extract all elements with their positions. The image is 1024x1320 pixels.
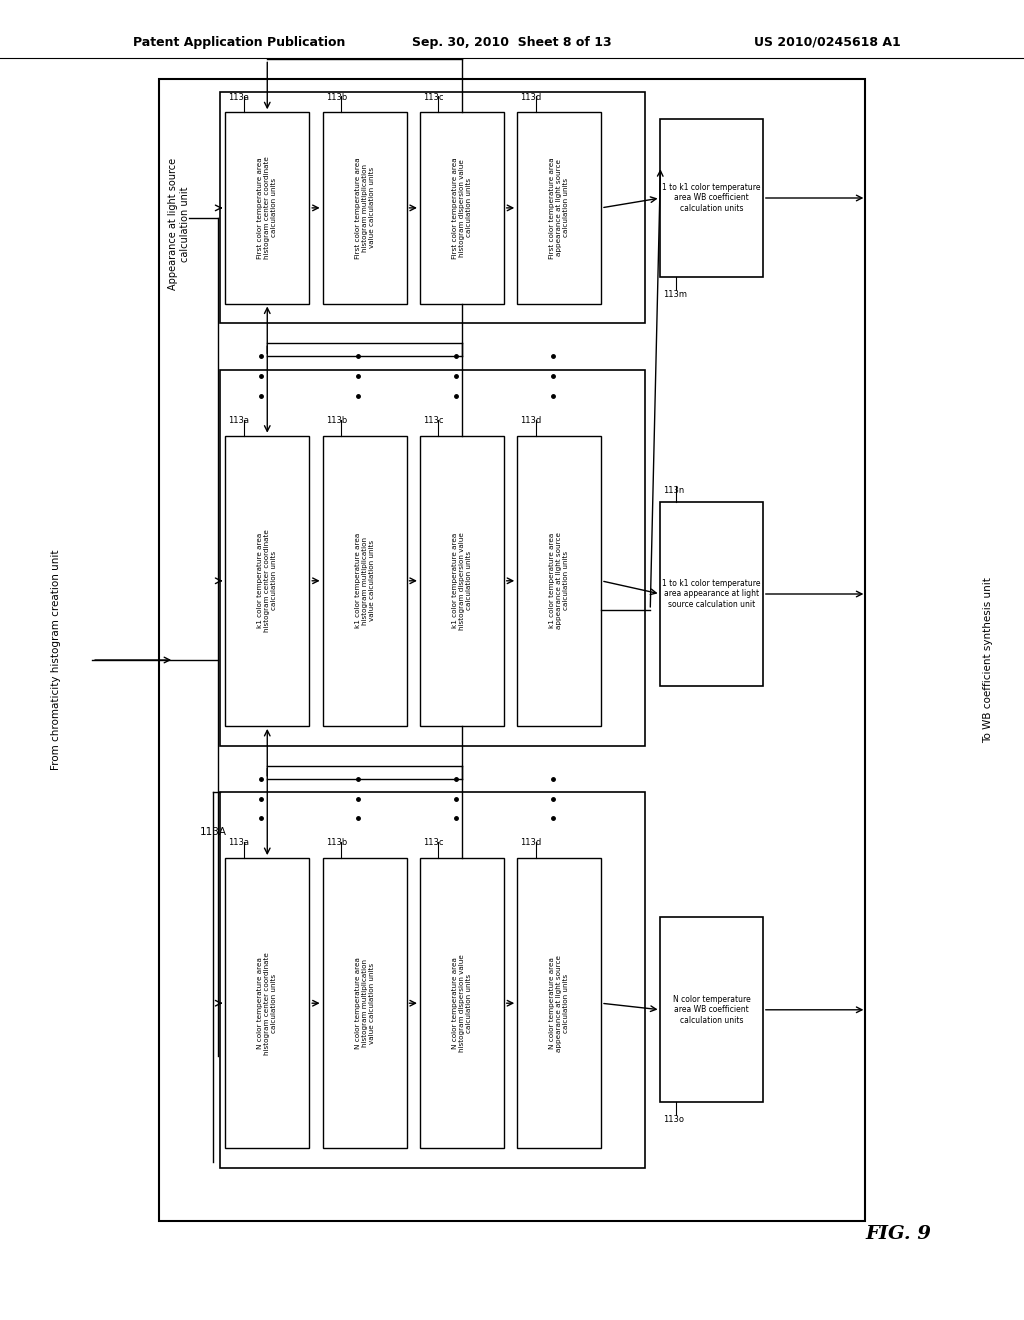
Bar bbox=[420, 112, 504, 304]
Text: Patent Application Publication: Patent Application Publication bbox=[133, 36, 345, 49]
Bar bbox=[220, 792, 645, 1168]
Text: 113c: 113c bbox=[423, 92, 443, 102]
Bar bbox=[517, 436, 601, 726]
Text: N color temperature area
appearance at light source
calculation units: N color temperature area appearance at l… bbox=[549, 954, 569, 1052]
Bar bbox=[323, 858, 407, 1148]
Text: 1 to k1 color temperature
area appearance at light
source calculation unit: 1 to k1 color temperature area appearanc… bbox=[663, 579, 761, 609]
Text: To WB coefficient synthesis unit: To WB coefficient synthesis unit bbox=[983, 577, 993, 743]
Bar bbox=[225, 436, 309, 726]
Text: 113o: 113o bbox=[664, 1115, 685, 1125]
Bar bbox=[225, 858, 309, 1148]
Text: 113a: 113a bbox=[228, 92, 250, 102]
Bar bbox=[159, 79, 865, 1221]
Text: 113n: 113n bbox=[664, 486, 685, 495]
Text: N color temperature area
histogram dispersion value
calculation units: N color temperature area histogram dispe… bbox=[452, 954, 472, 1052]
Text: 113d: 113d bbox=[520, 92, 542, 102]
Text: N color temperature area
histogram center coordinate
calculation units: N color temperature area histogram cente… bbox=[257, 952, 278, 1055]
Text: US 2010/0245618 A1: US 2010/0245618 A1 bbox=[755, 36, 901, 49]
Text: 113c: 113c bbox=[423, 838, 443, 847]
Text: 113d: 113d bbox=[520, 838, 542, 847]
Bar bbox=[220, 370, 645, 746]
Text: k1 color temperature area
appearance at light source
calculation units: k1 color temperature area appearance at … bbox=[549, 532, 569, 630]
Text: FIG. 9: FIG. 9 bbox=[866, 1225, 932, 1243]
Bar bbox=[420, 858, 504, 1148]
Text: N color temperature
area WB coefficient
calculation units: N color temperature area WB coefficient … bbox=[673, 995, 751, 1024]
Text: 113a: 113a bbox=[228, 416, 250, 425]
Text: 113b: 113b bbox=[326, 416, 347, 425]
Text: Sep. 30, 2010  Sheet 8 of 13: Sep. 30, 2010 Sheet 8 of 13 bbox=[413, 36, 611, 49]
Text: First color temperature area
histogram center coordinate
calculation units: First color temperature area histogram c… bbox=[257, 157, 278, 259]
Bar bbox=[517, 112, 601, 304]
Text: From chromaticity histogram creation unit: From chromaticity histogram creation uni… bbox=[51, 549, 61, 771]
Bar bbox=[660, 502, 763, 686]
Text: 113d: 113d bbox=[520, 416, 542, 425]
Text: Appearance at light source
calculation unit: Appearance at light source calculation u… bbox=[168, 158, 190, 290]
Text: 113A: 113A bbox=[200, 826, 226, 837]
Text: 113m: 113m bbox=[664, 290, 687, 300]
Bar bbox=[517, 858, 601, 1148]
Text: 113c: 113c bbox=[423, 416, 443, 425]
Text: 113b: 113b bbox=[326, 92, 347, 102]
Bar bbox=[323, 112, 407, 304]
Text: N color temperature area
histogram multiplication
value calculation units: N color temperature area histogram multi… bbox=[354, 957, 375, 1049]
Bar bbox=[323, 436, 407, 726]
Bar bbox=[220, 92, 645, 323]
Bar bbox=[660, 917, 763, 1102]
Text: First color temperature area
histogram dispersion value
calculation units: First color temperature area histogram d… bbox=[452, 157, 472, 259]
Text: k1 color temperature area
histogram center coordinate
calculation units: k1 color temperature area histogram cent… bbox=[257, 529, 278, 632]
Text: k1 color temperature area
histogram multiplication
value calculation units: k1 color temperature area histogram mult… bbox=[354, 533, 375, 628]
Bar bbox=[420, 436, 504, 726]
Text: k1 color temperature area
histogram dispersion value
calculation units: k1 color temperature area histogram disp… bbox=[452, 532, 472, 630]
Text: 113a: 113a bbox=[228, 838, 250, 847]
Bar bbox=[225, 112, 309, 304]
Text: First color temperature area
histogram multiplication
value calculation units: First color temperature area histogram m… bbox=[354, 157, 375, 259]
Text: First color temperature area
appearance at light source
calculation units: First color temperature area appearance … bbox=[549, 157, 569, 259]
Bar bbox=[660, 119, 763, 277]
Text: 1 to k1 color temperature
area WB coefficient
calculation units: 1 to k1 color temperature area WB coeffi… bbox=[663, 183, 761, 213]
Text: 113b: 113b bbox=[326, 838, 347, 847]
